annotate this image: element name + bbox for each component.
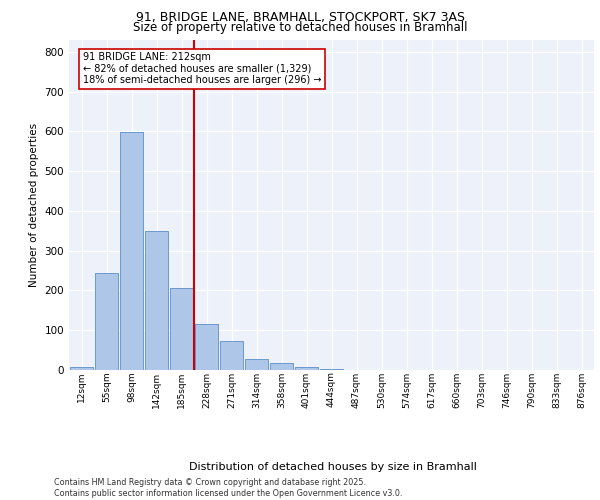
Bar — [120, 132, 143, 370]
Bar — [195, 324, 218, 370]
Bar — [320, 369, 343, 370]
Text: Contains HM Land Registry data © Crown copyright and database right 2025.
Contai: Contains HM Land Registry data © Crown c… — [54, 478, 403, 498]
Y-axis label: Number of detached properties: Number of detached properties — [29, 123, 39, 287]
Bar — [70, 367, 93, 370]
Bar — [170, 288, 193, 370]
Text: 91, BRIDGE LANE, BRAMHALL, STOCKPORT, SK7 3AS: 91, BRIDGE LANE, BRAMHALL, STOCKPORT, SK… — [136, 11, 464, 24]
Bar — [220, 342, 243, 370]
Bar — [95, 274, 118, 370]
Bar — [270, 363, 293, 370]
Bar — [145, 231, 168, 370]
Bar — [295, 367, 318, 370]
Text: Size of property relative to detached houses in Bramhall: Size of property relative to detached ho… — [133, 22, 467, 35]
Bar — [245, 360, 268, 370]
Text: Distribution of detached houses by size in Bramhall: Distribution of detached houses by size … — [189, 462, 477, 472]
Text: 91 BRIDGE LANE: 212sqm
← 82% of detached houses are smaller (1,329)
18% of semi-: 91 BRIDGE LANE: 212sqm ← 82% of detached… — [83, 52, 321, 85]
